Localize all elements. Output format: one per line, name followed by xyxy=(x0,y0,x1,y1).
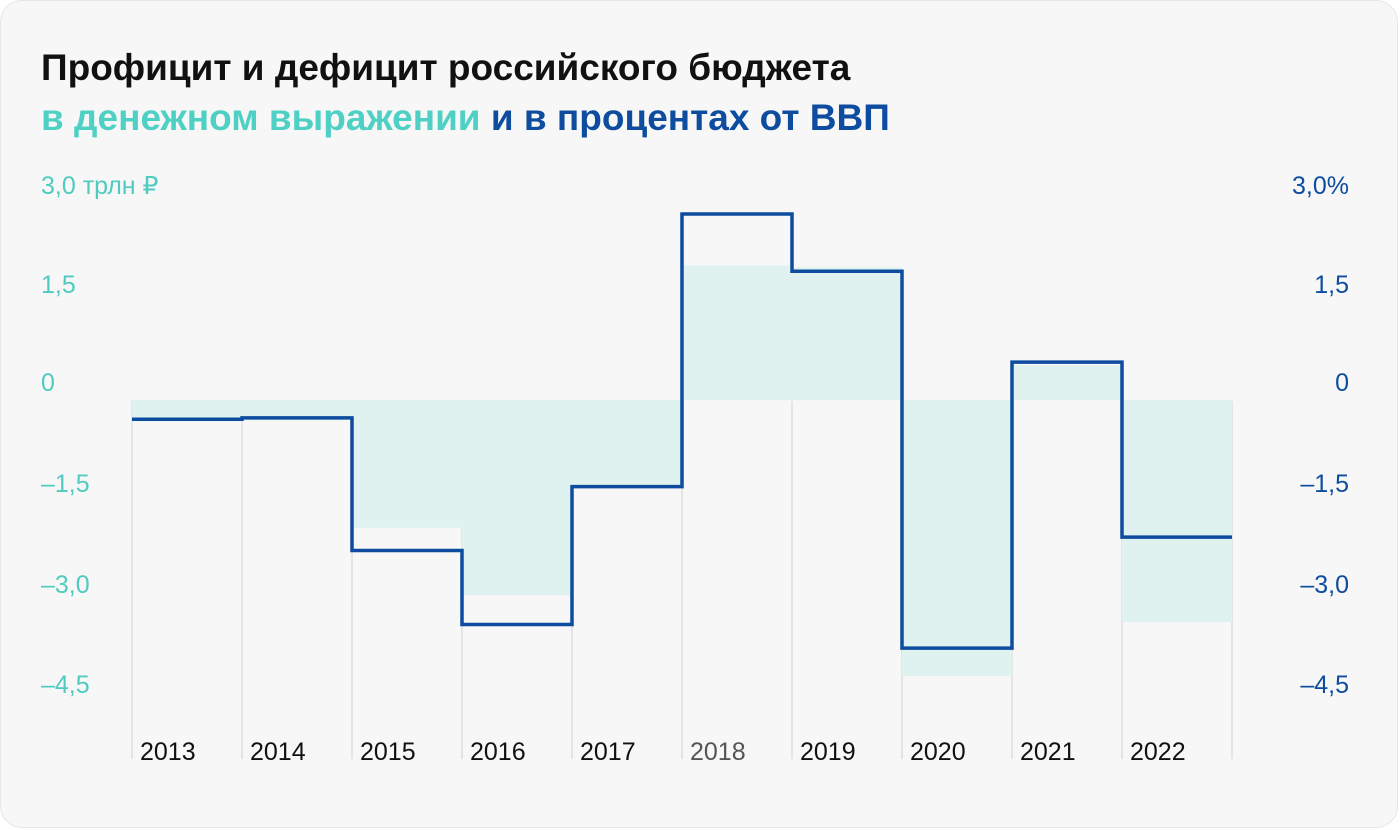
right-tick-label: –3,0 xyxy=(1300,571,1349,599)
money-bars xyxy=(132,265,1232,676)
left-axis: 3,0 трлн ₽ 1,5 0 –1,5 –3,0 –4,5 xyxy=(41,172,159,699)
x-tick-label-2020: 2020 xyxy=(910,738,966,766)
bar-2018 xyxy=(682,265,792,400)
x-tick-label-2017: 2017 xyxy=(580,738,636,766)
left-tick-label: –1,5 xyxy=(41,470,90,498)
right-tick-label: 1,5 xyxy=(1314,271,1349,299)
bar-2020 xyxy=(902,400,1012,676)
right-axis: 3,0% 1,5 0 –1,5 –3,0 –4,5 xyxy=(1292,172,1349,699)
left-tick-label: –3,0 xyxy=(41,571,90,599)
x-tick-label-2016: 2016 xyxy=(470,738,526,766)
bar-2022 xyxy=(1122,400,1232,623)
right-tick-label: 0 xyxy=(1335,369,1349,397)
chart-title: Профицит и дефицит российского бюджета xyxy=(41,47,851,88)
x-tick-label-2014: 2014 xyxy=(250,738,306,766)
x-tick-label-2021: 2021 xyxy=(1020,738,1076,766)
bar-2019 xyxy=(792,267,902,400)
subtitle-percent-part: и в процентах от ВВП xyxy=(490,97,890,138)
left-tick-label: 3,0 трлн ₽ xyxy=(41,172,159,200)
bar-2016 xyxy=(462,400,572,596)
right-tick-label: –4,5 xyxy=(1300,671,1349,699)
bar-2013 xyxy=(132,400,242,422)
right-tick-label: 3,0% xyxy=(1292,172,1349,200)
x-tick-label-2018: 2018 xyxy=(690,738,746,766)
x-tick-label-2022: 2022 xyxy=(1130,738,1186,766)
x-axis: 2013 2014 2015 2016 2017 2018 2019 2020 2021 2022 xyxy=(140,738,1186,766)
subtitle-money-part: в денежном выражении xyxy=(41,97,481,138)
bar-2021 xyxy=(1012,365,1122,400)
left-tick-label: 1,5 xyxy=(41,271,76,299)
x-tick-label-2013: 2013 xyxy=(140,738,196,766)
x-tick-label-2015: 2015 xyxy=(360,738,416,766)
left-tick-label: 0 xyxy=(41,369,55,397)
bar-2014 xyxy=(242,400,352,421)
right-tick-label: –1,5 xyxy=(1300,470,1349,498)
x-tick-label-2019: 2019 xyxy=(800,738,856,766)
percent-step-line xyxy=(132,212,1232,650)
left-tick-label: –4,5 xyxy=(41,671,90,699)
percent-step-path xyxy=(132,212,1232,650)
chart-subtitle: в денежном выражении и в процентах от ВВ… xyxy=(41,95,890,141)
bar-2017 xyxy=(572,400,682,488)
bar-2015 xyxy=(352,400,462,528)
